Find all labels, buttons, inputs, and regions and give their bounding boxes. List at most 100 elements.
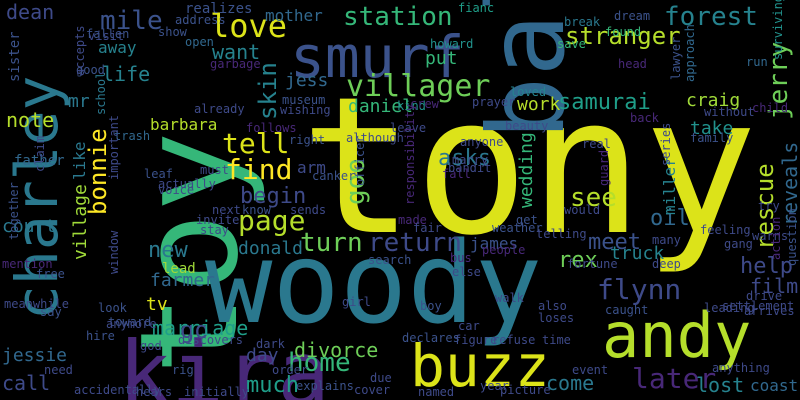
- cloud-word-like: like: [70, 141, 89, 180]
- cloud-word-fair: fair: [413, 221, 442, 235]
- cloud-word-fortune: fortune: [567, 257, 618, 271]
- cloud-word-father: father: [14, 153, 65, 169]
- cloud-word-voice: voice: [158, 183, 195, 197]
- cloud-word-car: car: [458, 319, 480, 333]
- cloud-word-also: also: [538, 299, 567, 313]
- cloud-word-toward: toward: [108, 315, 152, 329]
- cloud-word-invite: invite: [196, 213, 240, 227]
- cloud-word-due: due: [370, 371, 392, 385]
- cloud-word-rex: rex: [558, 248, 598, 273]
- cloud-word-help: help: [740, 254, 793, 279]
- cloud-word-look: look: [98, 301, 127, 315]
- cloud-word-rig: rig: [172, 363, 194, 377]
- cloud-word-leading: leading: [704, 301, 755, 315]
- cloud-word-farmer: farmer: [150, 270, 216, 291]
- cloud-word-much: much: [246, 373, 299, 398]
- cloud-word-people: people: [482, 243, 526, 257]
- cloud-word-marry: marry: [452, 153, 489, 167]
- cloud-word-search: search: [368, 253, 412, 267]
- cloud-word-discovers: discovers: [178, 333, 244, 347]
- cloud-word-film: film: [750, 274, 799, 298]
- cloud-word-year: year: [480, 379, 509, 393]
- cloud-word-later: later: [632, 362, 717, 395]
- cloud-word-stranger: stranger: [565, 22, 681, 50]
- cloud-word-jess: jess: [285, 70, 329, 91]
- cloud-word-crew: crew: [410, 97, 439, 111]
- cloud-word-hears: hears: [136, 385, 173, 399]
- cloud-word-andy: andy: [602, 299, 752, 372]
- cloud-word-approach: approach: [683, 24, 697, 82]
- cloud-word-howard: howard: [430, 37, 474, 51]
- cloud-word-turn: turn: [300, 228, 363, 258]
- cloud-word-kira: kira: [118, 322, 330, 400]
- cloud-word-god: god: [140, 339, 162, 353]
- cloud-word-made: made: [398, 213, 427, 227]
- cloud-word-anything: anything: [712, 361, 770, 375]
- cloud-word-see: see: [570, 183, 617, 213]
- cloud-word-next: next: [212, 203, 241, 217]
- cloud-word-feeling: feeling: [700, 223, 751, 237]
- cloud-word-villager: villager: [346, 69, 491, 104]
- cloud-word-marriage: marriage: [152, 316, 249, 340]
- cloud-word-want: want: [212, 40, 261, 64]
- cloud-word-window: window: [107, 230, 121, 274]
- cloud-word-buzz: buzz: [410, 332, 550, 400]
- cloud-word-trash: trash: [114, 129, 151, 143]
- cloud-word-stay: stay: [200, 223, 229, 237]
- cloud-word-dream: dream: [614, 9, 651, 23]
- cloud-word-actually: actually: [158, 177, 216, 191]
- cloud-word-follows: follows: [246, 121, 297, 135]
- cloud-word-hire: hire: [86, 329, 115, 343]
- cloud-word-find: find: [225, 153, 293, 186]
- cloud-word-sister: sister: [7, 31, 23, 82]
- cloud-word-realizes: realizes: [185, 1, 253, 17]
- cloud-word-james: james: [470, 234, 519, 253]
- cloud-word-school: school: [94, 71, 108, 115]
- cloud-word-family: family: [690, 131, 734, 145]
- cloud-word-else: else: [452, 265, 481, 279]
- cloud-word-woody: woody: [205, 219, 543, 349]
- cloud-word-note: note: [6, 108, 55, 132]
- cloud-word-weather: weather: [492, 221, 543, 235]
- cloud-word-officer: officer: [353, 135, 367, 186]
- cloud-word-claim: claim: [33, 135, 47, 172]
- cloud-word-truck: truck: [610, 243, 665, 264]
- cloud-word-come: come: [546, 371, 595, 395]
- cloud-word-good: good: [76, 63, 105, 77]
- cloud-word-fall: fall: [442, 167, 471, 181]
- cloud-word-meanwhile: meanwhile: [4, 297, 70, 311]
- cloud-word-already: already: [194, 102, 245, 116]
- cloud-word-bus: bus: [450, 251, 472, 265]
- cloud-word-order: order: [272, 363, 309, 377]
- cloud-word-refuse: refuse: [492, 333, 536, 347]
- cloud-word-canker: canker: [312, 169, 356, 183]
- cloud-word-garbage: garbage: [210, 57, 261, 71]
- cloud-word-jessie: jessie: [2, 345, 68, 366]
- cloud-word-asks: asks: [438, 146, 491, 171]
- cloud-word-get: get: [516, 213, 538, 227]
- cloud-word-craig: craig: [686, 90, 741, 111]
- cloud-word-break: break: [564, 15, 601, 29]
- cloud-word-would: would: [564, 203, 601, 217]
- cloud-word-free: free: [36, 267, 65, 281]
- cloud-word-samurai: samurai: [558, 90, 651, 115]
- cloud-word-love: love: [210, 7, 288, 45]
- cloud-word-wishing: wishing: [280, 103, 331, 117]
- cloud-word-important: important: [107, 114, 121, 180]
- cloud-word-accidentally: accidentally: [74, 383, 161, 397]
- cloud-word-lost: lost: [696, 373, 745, 397]
- cloud-word-girl: girl: [342, 295, 371, 309]
- cloud-word-settlement: settlement: [722, 299, 795, 313]
- cloud-word-coast: coast: [750, 376, 799, 395]
- cloud-word-prayer: prayer: [472, 95, 516, 109]
- cloud-word-sends: sends: [290, 203, 327, 217]
- cloud-word-take: take: [690, 118, 734, 139]
- cloud-word-head: head: [618, 57, 647, 71]
- cloud-word-cover: cover: [354, 383, 391, 397]
- cloud-word-guard: guard: [597, 149, 611, 186]
- cloud-word-open: open: [185, 35, 214, 49]
- cloud-word-drive: drive: [746, 289, 783, 303]
- cloud-word-event: event: [572, 363, 609, 377]
- cloud-word-loses: loses: [538, 311, 575, 325]
